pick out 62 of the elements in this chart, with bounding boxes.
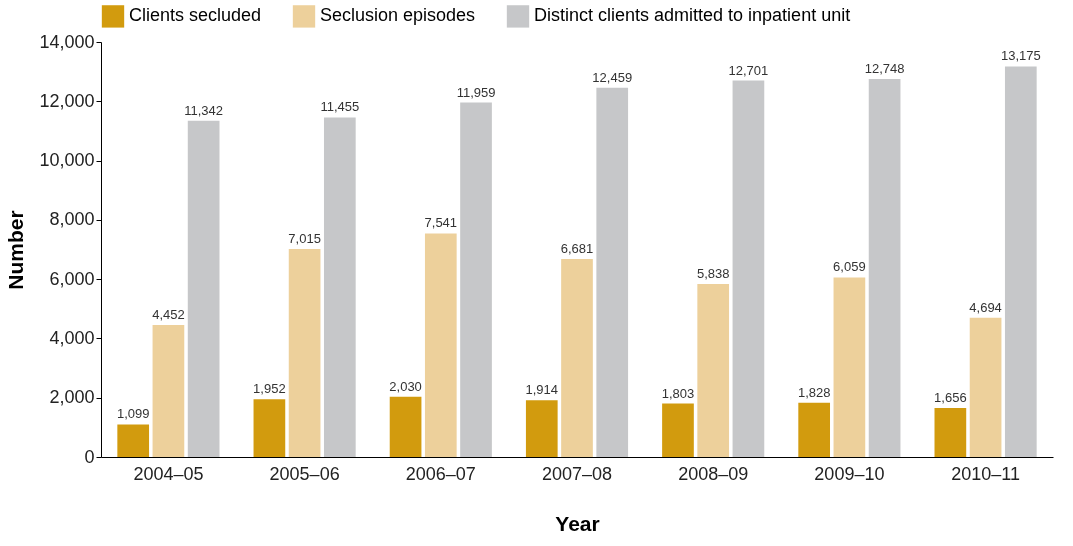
- bar: [389, 396, 422, 457]
- data-label: 1,656: [934, 389, 967, 405]
- bar: [288, 249, 321, 457]
- y-tick-label: 4,000: [49, 327, 95, 348]
- legend-label: Seclusion episodes: [320, 5, 476, 26]
- x-tick-label: 2005–06: [269, 463, 340, 484]
- data-label: 1,099: [116, 406, 150, 422]
- y-axis-title: Number: [4, 210, 28, 290]
- data-label: 6,681: [560, 240, 594, 256]
- data-label: 7,015: [288, 231, 321, 247]
- bar: [596, 87, 629, 457]
- data-label: 4,452: [152, 307, 185, 323]
- bar: [117, 424, 150, 457]
- bar: [662, 403, 694, 457]
- bar: [1004, 66, 1037, 457]
- bar: [868, 79, 901, 457]
- y-tick-label: 12,000: [39, 90, 95, 111]
- bar: [969, 317, 1002, 457]
- data-label: 5,838: [696, 265, 730, 281]
- x-tick-label: 2004–05: [133, 463, 204, 484]
- x-tick-label: 2007–08: [541, 463, 613, 484]
- bar: [253, 399, 286, 457]
- data-label: 1,803: [661, 385, 695, 401]
- x-tick-label: 2010–11: [951, 463, 1020, 484]
- bar: [561, 258, 593, 457]
- data-label: 1,828: [797, 384, 831, 400]
- data-label: 4,694: [969, 299, 1002, 315]
- y-tick-label: 14,000: [39, 31, 95, 52]
- legend-label: Distinct clients admitted to inpatient unit: [534, 5, 851, 26]
- bar: [798, 402, 831, 457]
- bar: [323, 117, 356, 457]
- data-label: 6,059: [833, 259, 866, 275]
- bar: [460, 102, 492, 457]
- y-tick-label: 6,000: [49, 268, 95, 289]
- legend-label: Clients secluded: [129, 5, 262, 26]
- data-label: 1,952: [253, 381, 286, 397]
- data-label: 11,455: [320, 99, 360, 115]
- data-label: 12,701: [728, 62, 769, 78]
- bar: [424, 233, 457, 457]
- data-label: 11,342: [184, 102, 224, 118]
- bar: [732, 80, 765, 457]
- bar: [833, 277, 866, 457]
- y-tick-label: 10,000: [39, 150, 95, 171]
- bar: [152, 325, 185, 457]
- data-label: 11,959: [456, 84, 496, 100]
- bar: [525, 400, 558, 457]
- x-tick-label: 2006–07: [405, 463, 476, 484]
- bar: [934, 407, 967, 457]
- y-tick-label: 8,000: [49, 209, 95, 230]
- x-tick-label: 2009–10: [814, 463, 885, 484]
- data-label: 1,914: [525, 382, 559, 398]
- data-label: 7,541: [424, 215, 458, 231]
- bar: [187, 120, 220, 457]
- y-tick-label: 0: [84, 446, 95, 467]
- data-label: 13,175: [1000, 48, 1041, 64]
- x-axis-title: Year: [555, 511, 600, 535]
- x-tick-label: 2008–09: [678, 463, 749, 484]
- data-label: 2,030: [389, 378, 422, 394]
- y-tick-label: 2,000: [49, 387, 95, 408]
- bar: [697, 283, 730, 457]
- data-label: 12,748: [864, 61, 905, 77]
- data-label: 12,459: [592, 69, 633, 85]
